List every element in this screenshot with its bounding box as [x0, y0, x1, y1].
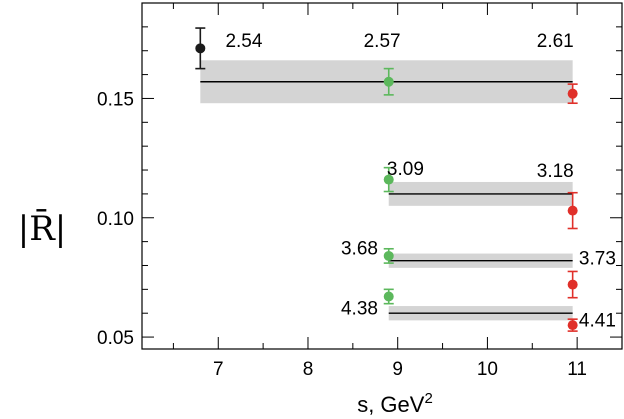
x-tick-label: 8	[303, 359, 314, 380]
data-point	[567, 320, 578, 331]
data-point	[383, 76, 394, 87]
data-point	[567, 205, 578, 216]
data-point	[383, 250, 394, 261]
point-annotations: 2.54 2.57 2.61 3.09 3.18 3.68 3.73 4.38 4.41	[225, 31, 615, 331]
point-label: 3.18	[537, 161, 574, 182]
point-label: 3.68	[341, 239, 378, 260]
point-label: 2.57	[364, 31, 401, 52]
y-tick-label: 0.05	[97, 328, 134, 349]
data-point	[567, 88, 578, 99]
data-point	[195, 43, 206, 54]
x-tick-label: 9	[392, 359, 403, 380]
data-points	[195, 27, 578, 332]
x-tick-label: 7	[213, 359, 224, 380]
axis-ticks: 7 8 9 10 11 0.05 0.10 0.15	[97, 3, 623, 380]
x-axis-title: s, GeV2	[357, 390, 433, 417]
plot-frame	[141, 2, 623, 350]
error-bands	[200, 60, 573, 321]
x-tick-label: 10	[477, 359, 498, 380]
data-point	[383, 291, 394, 302]
y-tick-label: 0.15	[97, 89, 134, 110]
x-axis-title-superscript: 2	[424, 390, 432, 407]
x-tick-label: 11	[567, 359, 587, 380]
point-label: 2.54	[225, 31, 262, 52]
point-label: 3.73	[579, 248, 616, 269]
data-point	[567, 279, 578, 290]
y-axis-title: |R̄|	[18, 208, 67, 249]
point-label: 4.38	[341, 298, 378, 319]
point-label: 4.41	[579, 310, 616, 331]
data-point	[383, 174, 394, 185]
point-label: 2.61	[537, 31, 574, 52]
y-tick-label: 0.10	[97, 209, 134, 230]
point-label: 3.09	[387, 159, 424, 180]
